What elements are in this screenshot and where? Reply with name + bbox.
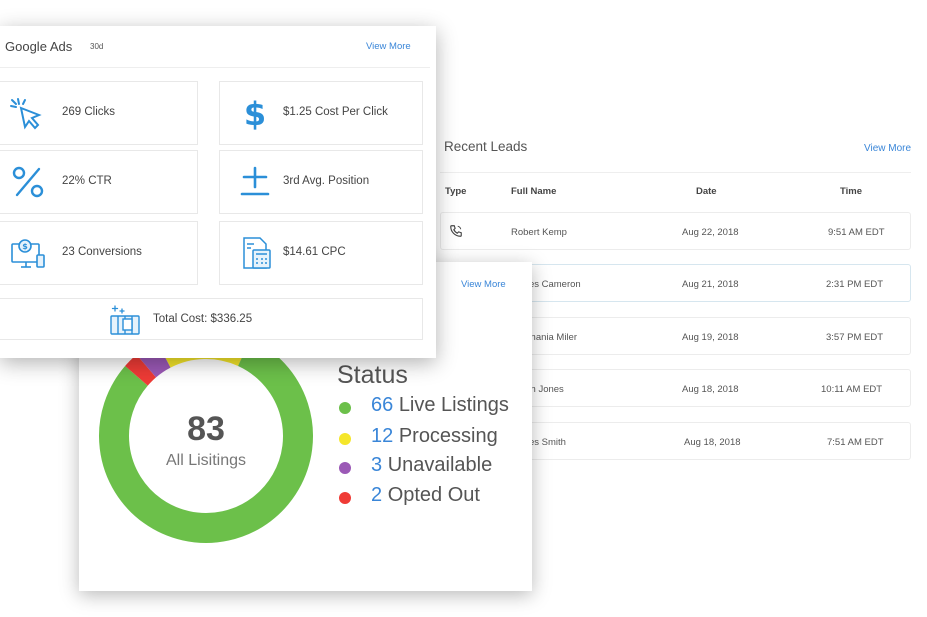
metric-label: $1.25 Cost Per Click [283,106,388,118]
legend-dot [339,433,351,445]
lead-time: 2:31 PM EDT [826,279,884,290]
total-cost-label: Total Cost: $336.25 [153,313,253,325]
metric-tile-ctr: 22% CTR [0,150,198,214]
column-header-date: Date [696,186,717,197]
metric-label: 22% CTR [62,175,112,187]
lead-name: Robert Kemp [511,227,567,238]
lead-date: Aug 19, 2018 [682,332,739,343]
column-header-full-name: Full Name [511,186,557,197]
metric-tile-cost-per-click: $ $1.25 Cost Per Click [219,81,423,145]
legend-label: Unavailable [387,454,493,476]
legend-dot [339,462,351,474]
lead-time: 7:51 AM EDT [827,437,884,448]
legend-label: Live Listings [398,394,509,416]
lead-name: James Cameron [511,279,581,290]
metric-label: 269 Clicks [62,106,116,118]
legend-count: 3 [371,454,383,476]
svg-text:$: $ [244,96,266,130]
phone-icon [450,225,462,237]
metric-label: 23 Conversions [62,246,142,258]
metric-label: $14.61 CPC [283,246,346,258]
legend-label: Opted Out [387,484,480,506]
percent-icon [12,166,44,198]
donut-segment-live-listings [99,358,313,543]
cursor-click-icon [10,98,42,130]
lead-name: Ralph Jones [511,384,564,395]
divider [440,172,911,173]
metric-tile-avg-position: 3rd Avg. Position [219,150,423,214]
lead-date: Aug 22, 2018 [682,227,739,238]
legend-count: 66 [371,394,394,416]
column-header-type: Type [445,186,467,197]
lead-name: James Smith [511,437,566,448]
metric-tile-clicks: 269 Clicks [0,81,198,145]
lead-date: Aug 18, 2018 [682,384,739,395]
recent-leads-title: Recent Leads [444,139,528,154]
plus-minus-icon [240,166,270,196]
lead-date: Aug 18, 2018 [684,437,741,448]
status-card: View More 83 All Lisitings Status 66 Liv… [79,262,532,591]
svg-text:$: $ [22,242,28,251]
legend-label: Processing [398,425,498,447]
recent-leads-view-more-link[interactable]: View More [864,143,912,154]
lead-name: Stephania Miler [511,332,578,343]
google-ads-card: Google Ads 30d View More 269 Clicks $ $ [0,26,436,358]
table-row[interactable]: Robert Kemp Aug 22, 2018 9:51 AM EDT [440,212,911,250]
status-title: Status [337,361,408,389]
donut-segment-unavailable [139,358,171,378]
total-listings-label: All Lisitings [165,452,247,469]
google-ads-title: Google Ads [5,39,73,54]
status-view-more-link[interactable]: View More [461,279,506,290]
google-ads-view-more-link[interactable]: View More [366,41,411,52]
metric-tile-cpc: $14.61 CPC [219,221,423,285]
total-cost-row: Total Cost: $336.25 [0,298,423,340]
legend-dot [339,402,351,414]
legend-count: 2 [371,484,383,506]
calculator-icon [243,237,271,269]
lead-time: 10:11 AM EDT [821,384,883,395]
lead-time: 9:51 AM EDT [828,227,885,238]
monitor-conversion-icon: $ [11,239,45,268]
metric-label: 3rd Avg. Position [283,175,370,187]
money-stack-icon [110,305,140,335]
donut-segment-opted-out [125,358,157,386]
legend-dot [339,492,351,504]
total-listings-count: 83 [187,410,225,448]
period-badge: 30d [90,42,104,51]
lead-time: 3:57 PM EDT [826,332,884,343]
divider [0,67,430,68]
metric-tile-conversions: $ 23 Conversions [0,221,198,285]
dollar-icon: $ [244,96,266,130]
status-donut-chart [99,358,313,543]
lead-date: Aug 21, 2018 [682,279,739,290]
legend-count: 12 [371,425,394,447]
column-header-time: Time [840,186,863,197]
